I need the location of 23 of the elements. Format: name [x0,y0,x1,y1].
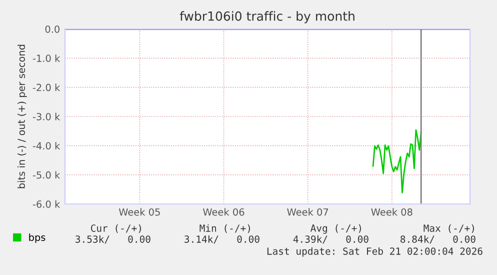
y-axis-title: bits in (-) / out (+) per second [17,44,27,188]
text: Min (-/+) [200,224,250,233]
x-tick-label: Week 05 [118,208,160,216]
y-tick-label: -5.0 k [32,171,60,179]
text: Last update: Sat Feb 21 02:00:04 2026 [267,247,482,257]
text: Max (-/+) [424,224,474,233]
y-tick-label: -3.0 k [32,112,60,120]
y-tick-label: -1.0 k [32,54,60,62]
y-tick-label: -2.0 k [32,84,60,92]
x-tick-label: Week 06 [203,208,244,216]
text: 8.84k/ 0.00 [400,235,476,244]
chart-title: fwbr106i0 traffic - by month [180,11,354,24]
text: Avg (-/+) [310,224,361,234]
text: 3.14k/ 0.00 [184,235,260,244]
x-tick-label: Week 08 [371,208,412,216]
x-tick-label: Week 07 [287,208,328,216]
text: Cur (-/+) [90,224,141,233]
y-tick-label: 0.0 [45,25,60,33]
text: 4.39k/ 0.00 [293,235,368,244]
y-tick-label: -6.0 k [32,200,60,208]
y-tick-label: -4.0 k [32,142,60,150]
text: 3.53k/ 0.00 [76,235,150,244]
legend-label: bps [29,233,46,243]
